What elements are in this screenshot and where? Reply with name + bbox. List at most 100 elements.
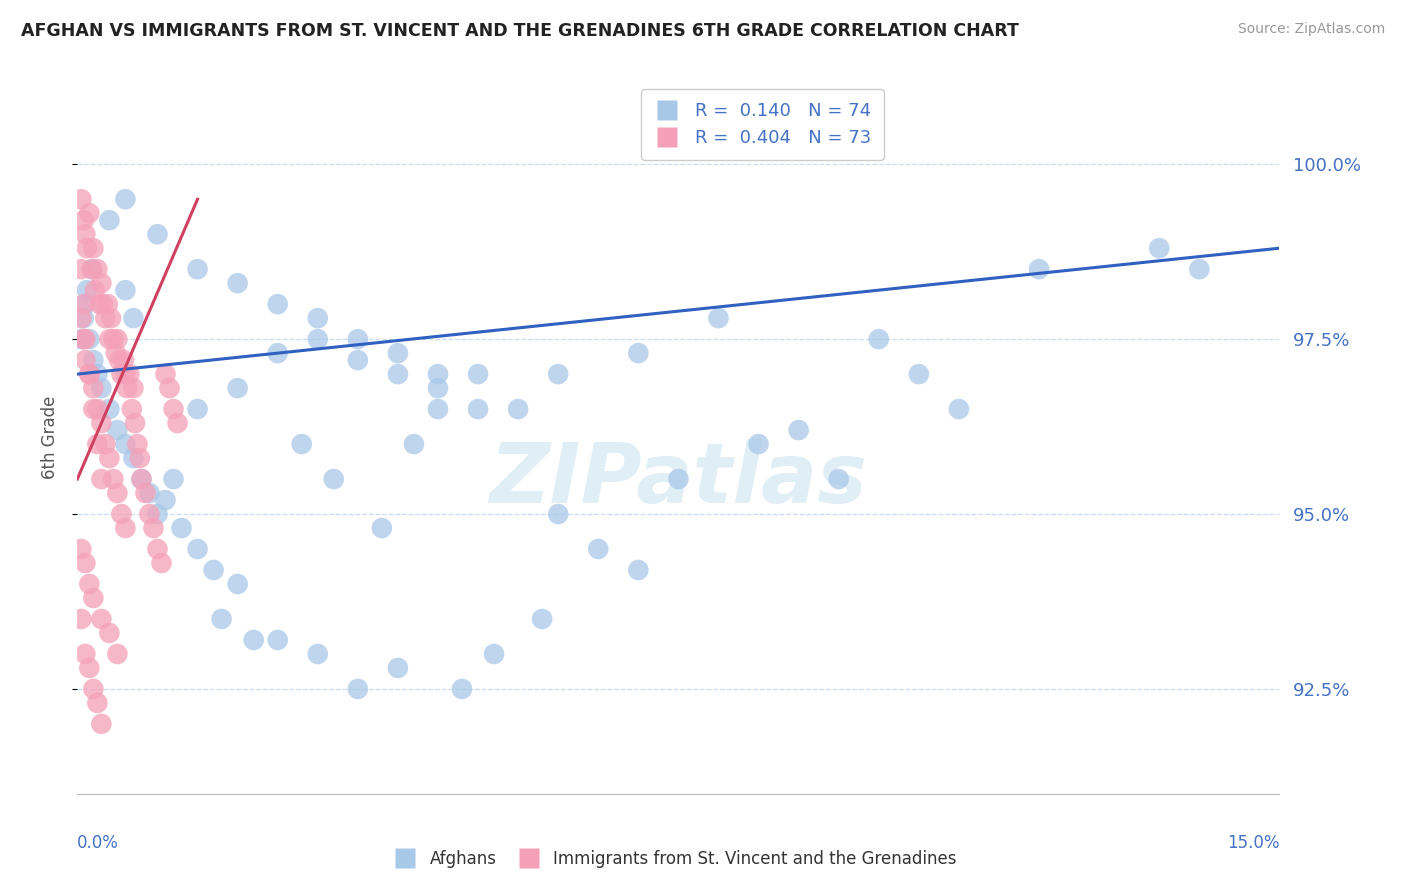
Text: Source: ZipAtlas.com: Source: ZipAtlas.com xyxy=(1237,22,1385,37)
Point xyxy=(371,521,394,535)
Point xyxy=(73,213,96,227)
Point xyxy=(91,297,114,311)
Point xyxy=(547,367,569,381)
Point xyxy=(75,647,97,661)
Point xyxy=(82,591,104,605)
Point xyxy=(108,353,131,368)
Point xyxy=(131,472,153,486)
Point xyxy=(103,332,125,346)
Point xyxy=(76,241,98,255)
Point xyxy=(90,416,112,430)
Point xyxy=(79,367,101,381)
Point xyxy=(84,283,107,297)
Point xyxy=(114,437,136,451)
Point xyxy=(70,541,93,556)
Point xyxy=(122,311,145,326)
Point xyxy=(748,437,770,451)
Point xyxy=(146,541,169,556)
Point xyxy=(162,402,184,417)
Point xyxy=(115,381,138,395)
Point xyxy=(103,472,125,486)
Point xyxy=(73,297,96,311)
Point xyxy=(100,311,122,326)
Text: ZIPatlas: ZIPatlas xyxy=(489,440,868,520)
Point xyxy=(402,437,425,451)
Point xyxy=(307,647,329,661)
Point xyxy=(146,227,169,242)
Point xyxy=(79,577,101,591)
Point xyxy=(76,283,98,297)
Point xyxy=(1149,241,1171,255)
Point xyxy=(482,647,505,661)
Point xyxy=(122,381,145,395)
Point xyxy=(75,227,97,242)
Point xyxy=(94,311,117,326)
Point xyxy=(70,192,93,206)
Point xyxy=(70,612,93,626)
Point xyxy=(107,486,129,500)
Point xyxy=(107,647,129,661)
Point xyxy=(121,402,143,417)
Point xyxy=(86,367,108,381)
Point xyxy=(82,402,104,417)
Point xyxy=(73,311,96,326)
Point xyxy=(427,381,450,395)
Point xyxy=(347,332,370,346)
Point xyxy=(89,297,111,311)
Point xyxy=(1028,262,1050,277)
Point xyxy=(98,626,121,640)
Point xyxy=(107,423,129,437)
Point xyxy=(668,472,690,486)
Point xyxy=(80,262,103,277)
Point xyxy=(73,332,96,346)
Point xyxy=(70,332,93,346)
Point xyxy=(90,472,112,486)
Point xyxy=(86,402,108,417)
Point xyxy=(467,402,489,417)
Point xyxy=(90,381,112,395)
Point xyxy=(707,311,730,326)
Point xyxy=(187,262,209,277)
Point xyxy=(908,367,931,381)
Point xyxy=(80,262,103,277)
Point xyxy=(128,451,150,466)
Point xyxy=(114,367,136,381)
Text: AFGHAN VS IMMIGRANTS FROM ST. VINCENT AND THE GRENADINES 6TH GRADE CORRELATION C: AFGHAN VS IMMIGRANTS FROM ST. VINCENT AN… xyxy=(21,22,1019,40)
Point xyxy=(187,402,209,417)
Point xyxy=(138,486,160,500)
Point xyxy=(82,681,104,696)
Point xyxy=(94,437,117,451)
Point xyxy=(307,311,329,326)
Point xyxy=(146,507,169,521)
Point xyxy=(307,332,329,346)
Point xyxy=(98,451,121,466)
Point xyxy=(79,206,101,220)
Legend: R =  0.140   N = 74, R =  0.404   N = 73: R = 0.140 N = 74, R = 0.404 N = 73 xyxy=(641,89,884,160)
Point xyxy=(242,632,264,647)
Point xyxy=(1188,262,1211,277)
Point xyxy=(267,297,290,311)
Text: 0.0%: 0.0% xyxy=(77,834,120,852)
Point xyxy=(166,416,188,430)
Point xyxy=(211,612,233,626)
Point xyxy=(347,353,370,368)
Point xyxy=(159,381,181,395)
Point xyxy=(828,472,851,486)
Point xyxy=(75,332,97,346)
Point xyxy=(82,241,104,255)
Point xyxy=(122,451,145,466)
Point xyxy=(142,521,165,535)
Point xyxy=(627,346,650,360)
Point xyxy=(202,563,225,577)
Point xyxy=(347,681,370,696)
Point xyxy=(134,486,156,500)
Point xyxy=(868,332,890,346)
Point xyxy=(86,696,108,710)
Point xyxy=(98,213,121,227)
Point xyxy=(138,507,160,521)
Point xyxy=(387,661,409,675)
Point xyxy=(226,577,249,591)
Point xyxy=(170,521,193,535)
Point xyxy=(110,507,132,521)
Point xyxy=(90,717,112,731)
